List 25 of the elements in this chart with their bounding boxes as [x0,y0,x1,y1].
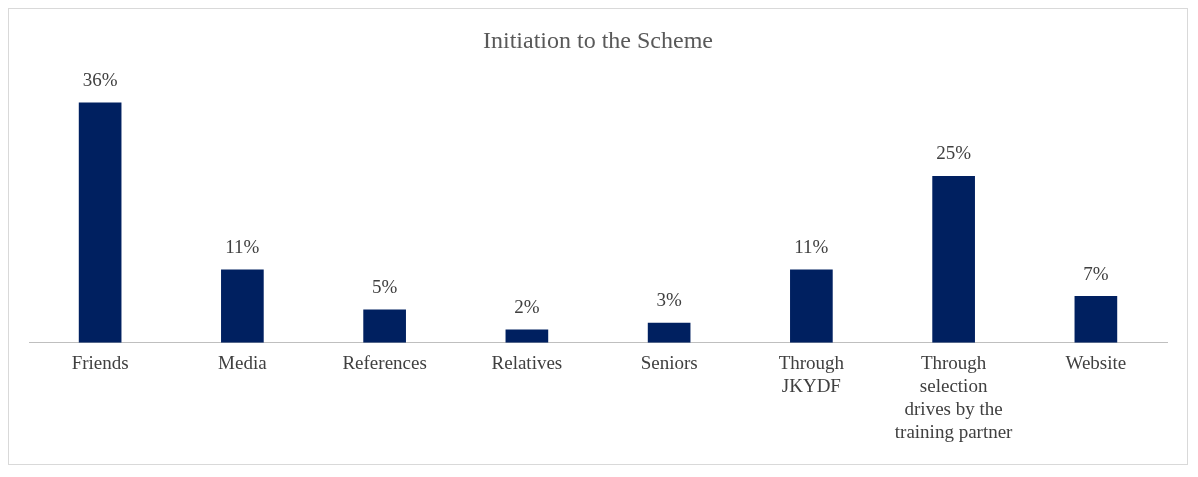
data-label: 2% [514,295,540,317]
data-label: 5% [371,275,398,297]
x-tick-label: Media [218,352,268,374]
x-tick-label: Seniors [640,352,698,374]
data-label: 11% [794,235,829,257]
data-label: 36% [82,68,118,90]
x-tick-label: References [342,352,427,374]
x-tick-label: Through selection drives by the training partner [894,352,1014,442]
bar [505,329,549,343]
data-label: 11% [225,235,260,257]
x-tick-label: Website [1065,352,1127,374]
x-tick-label: Through JKYDF [778,352,845,396]
data-label: 25% [936,142,972,164]
bar [78,102,122,343]
data-label: 3% [656,289,682,311]
chart-title: Initiation to the Scheme [483,26,713,53]
bar [647,322,691,343]
bar [932,175,975,343]
bar [1074,296,1118,343]
x-tick-label: Friends [71,352,129,374]
bar [221,269,264,343]
x-tick-label: Relatives [491,352,563,374]
data-label: 7% [1083,262,1109,284]
bar [363,309,406,343]
bar [790,269,833,343]
